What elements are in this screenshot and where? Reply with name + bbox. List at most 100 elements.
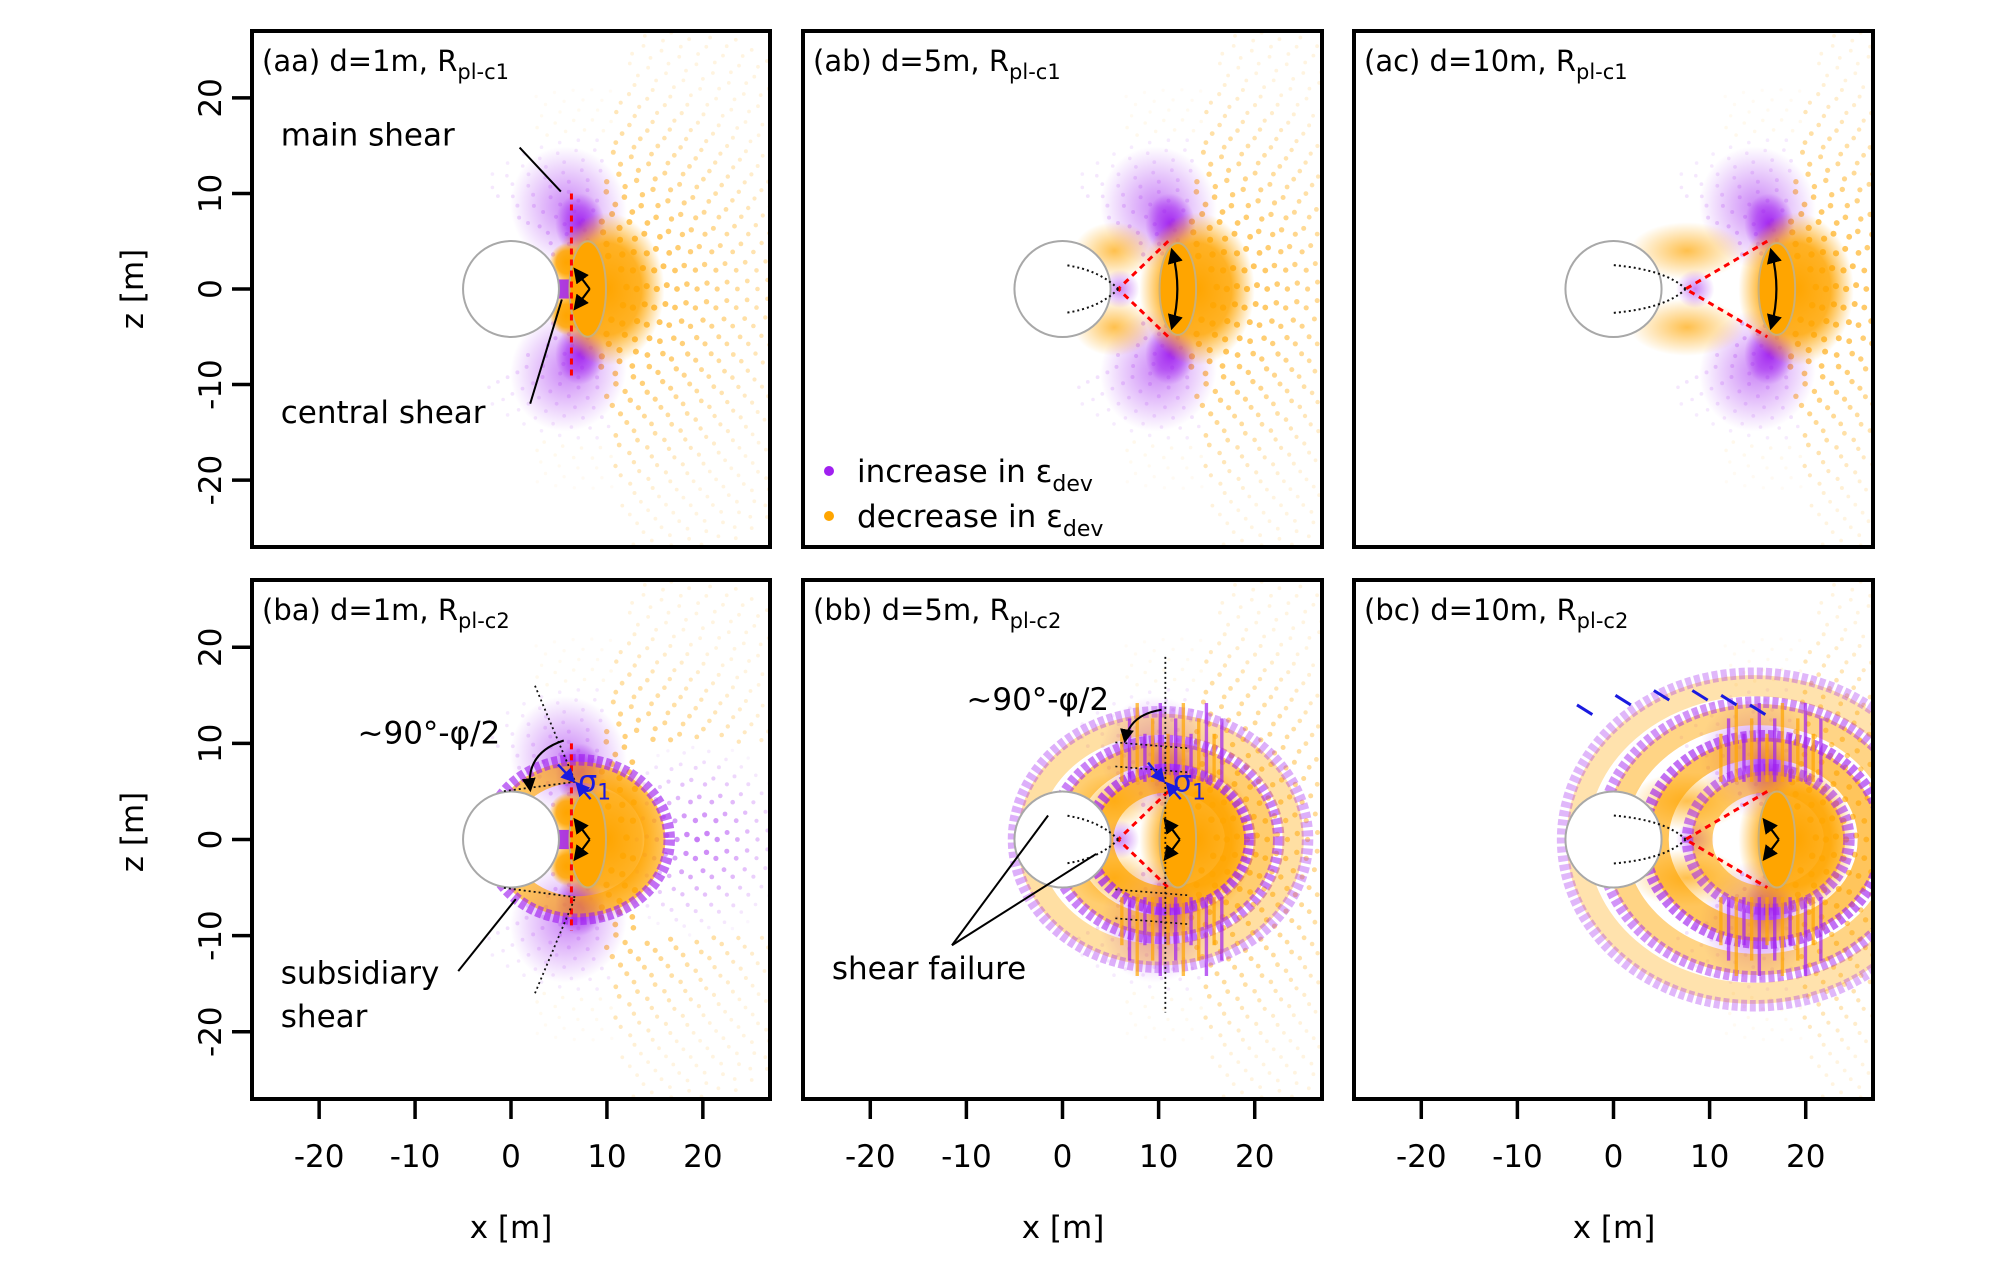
strain-point xyxy=(1824,521,1829,526)
strain-point xyxy=(1220,601,1225,605)
strain-point xyxy=(1771,128,1776,132)
strain-point xyxy=(618,1024,623,1029)
displacement-arrows xyxy=(1762,817,1780,862)
strain-point xyxy=(1271,1047,1276,1052)
strain-point xyxy=(1821,663,1827,668)
strain-point xyxy=(1838,701,1844,707)
strain-point xyxy=(1679,735,1684,740)
strain-point xyxy=(1244,78,1249,83)
strain-point xyxy=(635,405,642,411)
strain-point xyxy=(1842,214,1849,221)
strain-point xyxy=(717,636,721,640)
strain-point xyxy=(1270,891,1276,897)
strain-point xyxy=(741,641,746,646)
strain-point xyxy=(652,396,658,402)
strain-point xyxy=(610,485,614,489)
strain-point xyxy=(576,688,581,692)
strain-point xyxy=(581,647,585,651)
strain-point xyxy=(1217,92,1222,97)
strain-point xyxy=(750,1040,754,1044)
strain-point xyxy=(1210,503,1215,508)
strain-point xyxy=(677,604,682,608)
strain-point xyxy=(1275,902,1281,908)
strain-point xyxy=(752,1051,757,1055)
strain-point xyxy=(719,390,724,396)
strain-point xyxy=(1286,243,1293,250)
displacement-arrows xyxy=(573,817,591,862)
strain-point xyxy=(1188,997,1193,1001)
strain-point xyxy=(1839,637,1844,642)
strain-point xyxy=(1199,1006,1203,1010)
strain-point xyxy=(765,515,769,519)
strain-point xyxy=(1303,609,1308,614)
strain-point xyxy=(1277,932,1283,938)
strain-point xyxy=(731,715,736,720)
strain-point xyxy=(1278,874,1284,880)
strain-point xyxy=(1860,335,1866,342)
strain-point xyxy=(743,669,748,674)
strain-point xyxy=(1746,1015,1751,1020)
strain-point xyxy=(1855,61,1860,66)
strain-point xyxy=(1860,510,1865,515)
strain-point xyxy=(535,1031,539,1036)
strain-point xyxy=(1821,632,1826,637)
strain-point xyxy=(1218,512,1222,517)
strain-point xyxy=(765,608,769,612)
strain-point xyxy=(1236,363,1243,370)
strain-point xyxy=(1244,627,1249,632)
strain-point xyxy=(1206,994,1212,999)
strain-point xyxy=(740,54,745,58)
strain-point xyxy=(1212,388,1219,395)
strain-point xyxy=(1304,646,1309,650)
strain-point xyxy=(753,902,758,907)
strain-point xyxy=(716,765,721,770)
strain-point xyxy=(693,156,698,161)
strain-point xyxy=(522,702,526,706)
strain-point xyxy=(1204,659,1209,664)
strain-point xyxy=(687,323,694,329)
strain-point xyxy=(711,384,717,390)
strain-point xyxy=(1853,1021,1858,1026)
striation xyxy=(1780,703,1785,782)
strain-point xyxy=(738,885,743,890)
strain-point xyxy=(1142,640,1147,644)
strain-point xyxy=(1808,680,1814,686)
strain-point xyxy=(1245,202,1252,209)
strain-point xyxy=(613,689,619,695)
strain-point xyxy=(627,122,632,128)
striation xyxy=(1220,897,1224,961)
strain-point xyxy=(698,1038,702,1043)
strain-point xyxy=(535,675,539,679)
displacement-arrows xyxy=(1766,247,1782,331)
strain-point xyxy=(1271,262,1278,269)
strain-point xyxy=(1866,604,1871,608)
strain-point xyxy=(730,135,735,140)
strain-point xyxy=(695,670,701,675)
strain-point xyxy=(1848,525,1853,530)
strain-point xyxy=(750,488,754,493)
strain-point xyxy=(1303,710,1308,715)
strain-point xyxy=(704,434,709,439)
strain-point xyxy=(668,94,673,99)
strain-point xyxy=(1292,812,1298,818)
strain-point xyxy=(1262,304,1269,311)
arrow-icon xyxy=(573,288,591,311)
strain-point xyxy=(696,601,700,605)
y-tick-label: 10 xyxy=(193,174,229,213)
strain-point xyxy=(1306,885,1312,891)
strain-point xyxy=(1862,394,1868,400)
strain-point xyxy=(650,486,655,490)
strain-point xyxy=(744,848,750,853)
strain-point xyxy=(1842,982,1847,987)
strain-point xyxy=(576,436,581,440)
strain-point xyxy=(1857,936,1863,942)
strain-point xyxy=(1844,1014,1849,1019)
strain-point xyxy=(552,640,557,644)
strain-point xyxy=(1234,389,1241,395)
strain-point xyxy=(1275,102,1280,107)
strain-point xyxy=(758,93,763,97)
strain-point xyxy=(1133,102,1138,107)
strain-point xyxy=(719,182,724,188)
strain-point xyxy=(683,136,689,142)
strain-point xyxy=(1856,446,1861,451)
